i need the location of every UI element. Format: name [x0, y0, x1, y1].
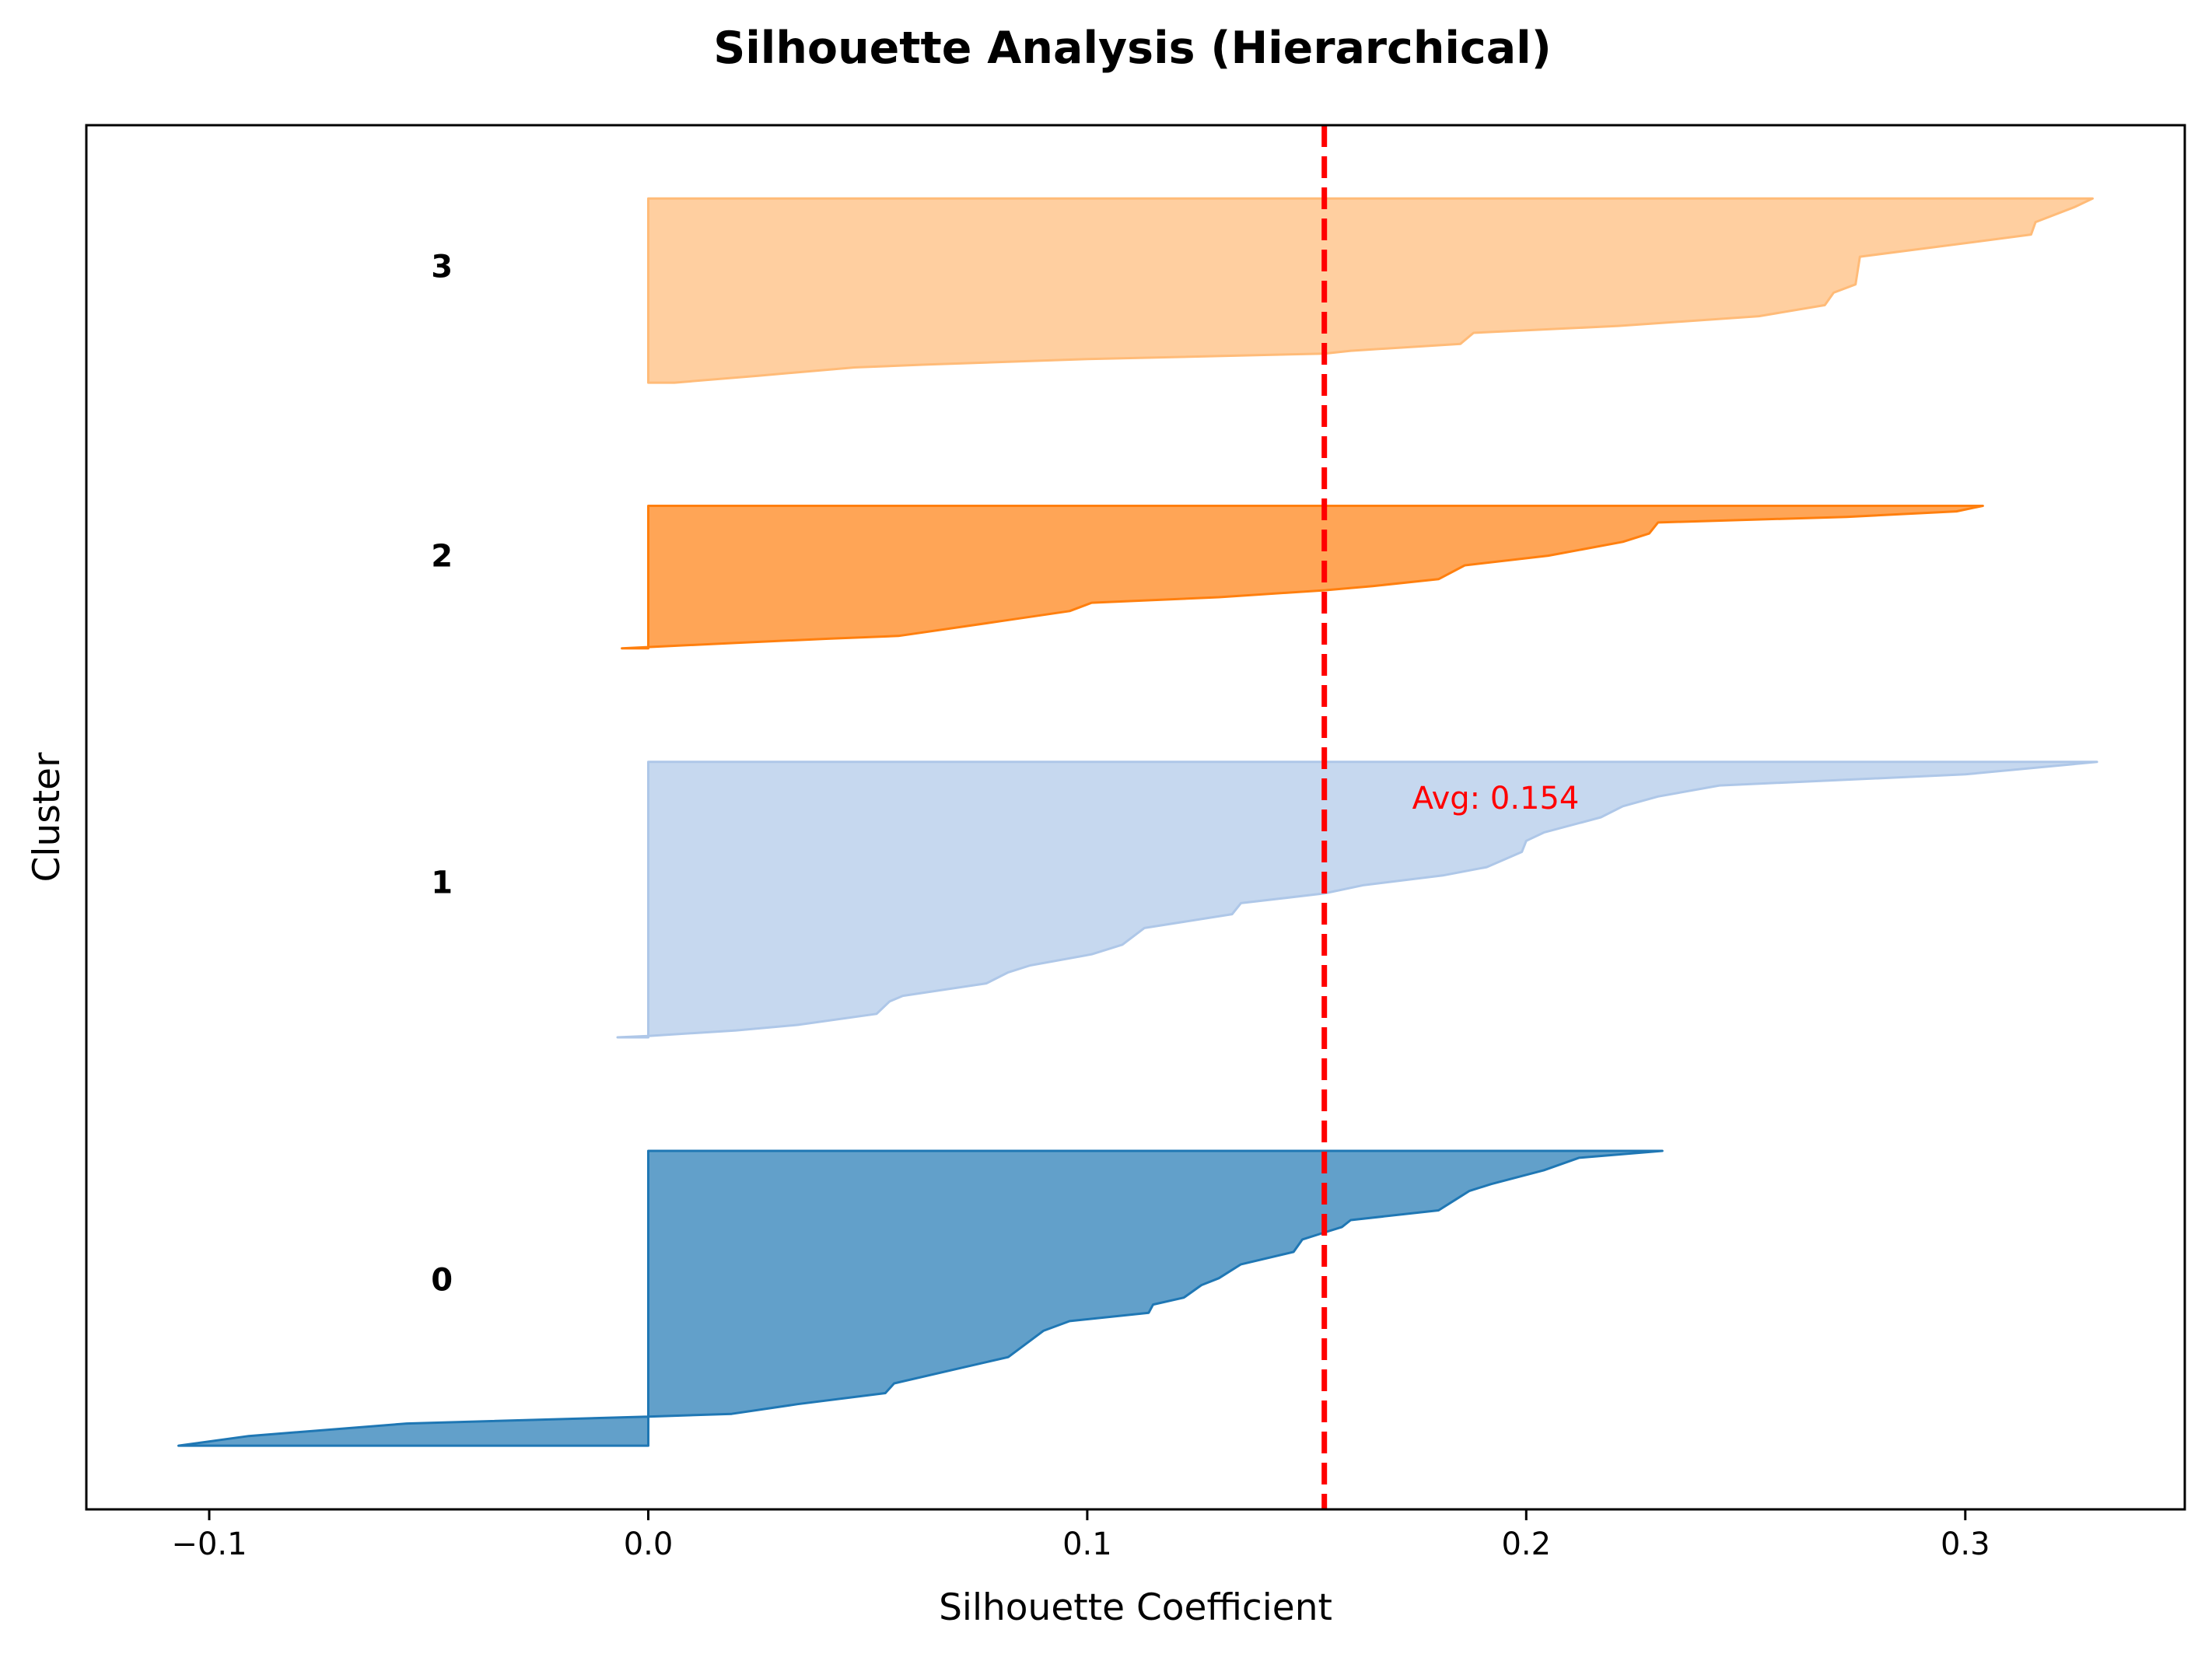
cluster-1-area: [616, 761, 2098, 1039]
cluster-0-label: 0: [431, 1263, 453, 1299]
cluster-2-area: [621, 505, 1984, 650]
x-tick-label: 0.0: [624, 1526, 674, 1562]
x-tick-label: 0.2: [1501, 1526, 1551, 1562]
x-axis-label: Silhouette Coefficient: [939, 1586, 1332, 1629]
plot-frame: [85, 124, 2186, 1511]
cluster-3-label: 3: [431, 250, 453, 285]
x-tick-label: −0.1: [171, 1526, 247, 1562]
cluster-2-label: 2: [431, 539, 453, 575]
x-tick-label: 0.3: [1941, 1526, 1990, 1562]
plot-area: 0 1 2 3 Avg: 0.154: [177, 125, 2098, 1509]
y-axis-label: Cluster: [26, 752, 68, 882]
chart-title: Silhouette Analysis (Hierarchical): [713, 23, 1552, 74]
x-tick-label: 0.1: [1062, 1526, 1112, 1562]
cluster-1-label: 1: [431, 865, 453, 901]
cluster-3-area: [647, 197, 2094, 384]
cluster-0-area: [177, 1149, 1664, 1447]
x-axis: −0.1 0.0 0.1 0.2 0.3: [171, 1509, 1990, 1562]
average-label: Avg: 0.154: [1412, 781, 1580, 817]
